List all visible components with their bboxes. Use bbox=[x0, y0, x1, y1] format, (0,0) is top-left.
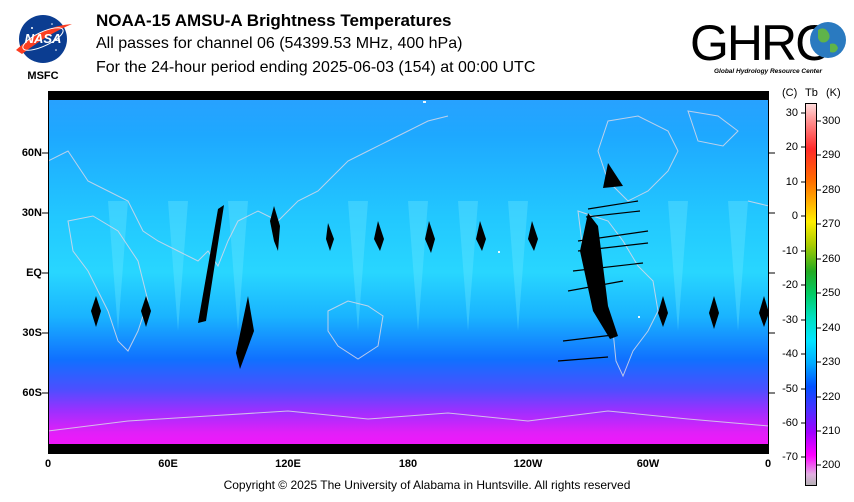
kelvin-tick: 280 bbox=[822, 184, 841, 196]
kelvin-tick: 230 bbox=[822, 356, 841, 368]
kelvin-tick: 290 bbox=[822, 149, 841, 161]
channel-subtitle: All passes for channel 06 (54399.53 MHz,… bbox=[96, 35, 463, 52]
scan-line-gaps bbox=[557, 200, 649, 362]
lon-label-120w: 120W bbox=[513, 458, 543, 470]
lon-label-60w: 60W bbox=[636, 458, 660, 470]
kelvin-tick: 240 bbox=[822, 322, 841, 334]
left-ticks bbox=[42, 152, 48, 394]
copyright-notice: Copyright © 2025 The University of Alaba… bbox=[223, 478, 631, 492]
lat-label-60s: 60S bbox=[22, 387, 42, 399]
celsius-tick: 10 bbox=[785, 176, 798, 188]
lon-label-180: 180 bbox=[398, 458, 418, 470]
period-subtitle: For the 24-hour period ending 2025-06-03… bbox=[96, 59, 536, 76]
celsius-tick: -60 bbox=[782, 417, 798, 429]
celsius-tick: -50 bbox=[782, 383, 798, 395]
lon-label-0-east: 0 bbox=[764, 458, 772, 470]
lat-label-30n: 30N bbox=[21, 207, 42, 219]
colorbar-unit-k: (K) bbox=[826, 87, 841, 99]
colorbar-unit-c: (C) bbox=[782, 87, 798, 99]
north-nodata-band bbox=[48, 91, 769, 100]
kelvin-tick: 210 bbox=[822, 425, 841, 437]
colorbar-unit-tb: Tb bbox=[805, 87, 818, 99]
small-islands bbox=[423, 101, 640, 318]
ghrc-logo: GHRC Global Hydrology Resource Center bbox=[688, 10, 848, 80]
lat-label-60n: 60N bbox=[21, 147, 42, 159]
kelvin-tick: 200 bbox=[822, 459, 841, 471]
kelvin-tick: 220 bbox=[822, 391, 841, 403]
lon-label-60e: 60E bbox=[158, 458, 178, 470]
kelvin-tick: 270 bbox=[822, 218, 841, 230]
svg-text:Global Hydrology Resource Cent: Global Hydrology Resource Center bbox=[714, 68, 822, 75]
brightness-temperature-map bbox=[47, 91, 770, 454]
lat-label-30s: 30S bbox=[22, 327, 42, 339]
kelvin-tick: 300 bbox=[822, 115, 841, 127]
colorbar bbox=[805, 103, 817, 491]
kelvin-tick: 260 bbox=[822, 253, 841, 265]
south-nodata-band bbox=[48, 444, 769, 454]
page-title: NOAA-15 AMSU-A Brightness Temperatures bbox=[96, 11, 452, 30]
lon-label-120e: 120E bbox=[275, 458, 301, 470]
kelvin-tick: 250 bbox=[822, 287, 841, 299]
title-block: NOAA-15 AMSU-A Brightness Temperatures A… bbox=[96, 10, 535, 80]
missing-swaths bbox=[91, 163, 769, 369]
celsius-tick: -20 bbox=[782, 279, 798, 291]
celsius-tick: -40 bbox=[782, 348, 798, 360]
celsius-tick: -70 bbox=[782, 451, 798, 463]
celsius-tick: 20 bbox=[785, 141, 798, 153]
svg-text:NASA: NASA bbox=[25, 31, 62, 46]
msfc-label: MSFC bbox=[27, 70, 58, 82]
celsius-tick: -10 bbox=[782, 245, 798, 257]
colorbar-ticks bbox=[801, 112, 821, 466]
right-ticks bbox=[769, 152, 775, 394]
lon-label-0: 0 bbox=[44, 458, 52, 470]
celsius-tick: 0 bbox=[791, 210, 798, 222]
celsius-tick: 30 bbox=[785, 107, 798, 119]
lat-label-eq: EQ bbox=[26, 267, 42, 279]
celsius-tick: -30 bbox=[782, 314, 798, 326]
svg-text:GHRC: GHRC bbox=[690, 15, 830, 71]
nasa-logo: NASA MSFC bbox=[12, 10, 74, 82]
